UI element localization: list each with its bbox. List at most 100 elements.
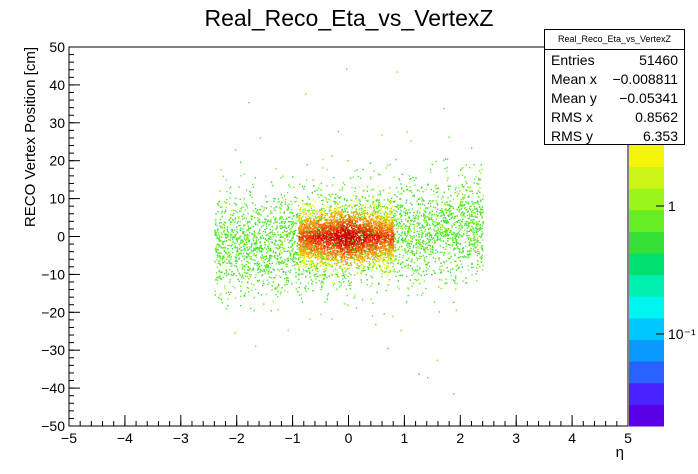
point	[349, 177, 352, 179]
point	[218, 200, 221, 202]
point	[225, 252, 227, 254]
point	[418, 240, 420, 242]
point	[241, 241, 244, 244]
point	[245, 240, 247, 242]
point	[295, 253, 297, 255]
point	[314, 256, 316, 259]
point	[478, 179, 480, 181]
point	[258, 249, 260, 251]
point	[281, 201, 283, 203]
point	[372, 302, 374, 304]
point	[254, 345, 257, 348]
point	[475, 216, 477, 219]
point	[413, 227, 415, 229]
point	[470, 248, 472, 250]
point	[440, 279, 443, 281]
point	[289, 258, 292, 260]
point	[449, 212, 451, 214]
point	[294, 260, 296, 263]
point	[263, 268, 265, 271]
point	[280, 216, 282, 218]
point	[467, 265, 469, 267]
point	[433, 301, 436, 303]
point	[255, 222, 257, 224]
point	[416, 210, 419, 212]
point	[450, 214, 453, 216]
point	[360, 236, 362, 238]
point	[477, 244, 479, 246]
point	[314, 274, 316, 276]
point	[475, 241, 478, 243]
point	[273, 256, 275, 258]
point	[240, 295, 242, 297]
point	[389, 187, 391, 189]
point	[425, 225, 427, 228]
point	[433, 194, 435, 196]
point	[482, 239, 484, 241]
point	[324, 229, 326, 231]
point	[473, 212, 475, 214]
point	[354, 294, 356, 296]
point	[298, 269, 300, 271]
point	[338, 210, 340, 212]
point	[466, 230, 468, 232]
point	[267, 241, 269, 243]
point	[428, 236, 430, 238]
point	[450, 217, 452, 220]
point	[263, 303, 265, 305]
point	[234, 217, 237, 219]
point	[469, 206, 471, 208]
point	[414, 261, 416, 264]
point	[307, 196, 309, 198]
point	[462, 251, 465, 253]
point	[398, 274, 401, 277]
point	[464, 207, 466, 209]
point	[334, 259, 336, 261]
point	[298, 248, 300, 250]
point	[434, 220, 436, 222]
point	[464, 241, 466, 243]
point	[297, 263, 299, 266]
point	[411, 267, 413, 269]
point	[306, 263, 308, 265]
point	[234, 297, 237, 299]
point	[291, 223, 293, 226]
point	[476, 270, 478, 272]
point	[276, 201, 278, 203]
point	[345, 204, 347, 206]
point	[406, 253, 409, 255]
point	[355, 208, 357, 210]
point	[432, 206, 435, 208]
point	[444, 231, 446, 233]
point	[477, 222, 479, 224]
point	[333, 176, 335, 179]
point	[433, 228, 435, 230]
point	[258, 264, 260, 266]
point	[371, 276, 374, 279]
point	[418, 234, 420, 236]
point	[223, 221, 226, 223]
point	[421, 224, 423, 226]
point	[370, 285, 372, 287]
point	[249, 222, 251, 224]
point	[467, 237, 469, 239]
point	[404, 231, 406, 233]
point	[475, 223, 477, 225]
point	[259, 242, 261, 244]
point	[301, 301, 304, 303]
point	[244, 247, 246, 249]
point	[445, 208, 447, 210]
point	[474, 247, 476, 249]
point	[438, 233, 440, 235]
point	[311, 256, 313, 258]
point	[370, 298, 372, 300]
point	[284, 195, 286, 197]
point	[286, 283, 288, 285]
point	[309, 271, 311, 273]
point	[285, 199, 287, 201]
point	[413, 179, 415, 182]
point	[480, 172, 482, 174]
point	[418, 272, 420, 274]
point	[462, 198, 464, 200]
point	[249, 268, 251, 270]
